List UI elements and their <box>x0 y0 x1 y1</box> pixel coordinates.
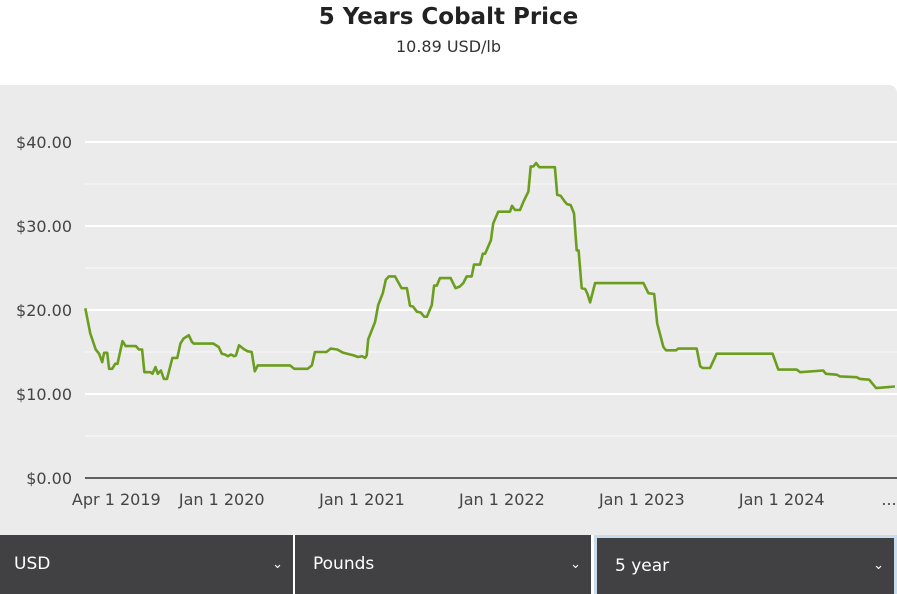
x-tick-label: Jan 1 2020 <box>178 490 265 509</box>
x-axis-ticks: Apr 1 2019 Jan 1 2020 Jan 1 2021 Jan 1 2022… <box>72 490 897 509</box>
x-tick-label: Jan 1 2024 <box>738 490 825 509</box>
current-price: 10.89 USD/lb <box>395 37 502 56</box>
y-tick-label: $40.00 <box>16 133 72 152</box>
period-value: 5 year <box>615 556 670 576</box>
chart-title: 5 Years Cobalt Price <box>318 4 579 30</box>
price-chart: $0.00 $10.00 $20.00 $30.00 $40.00 Apr 1 2019… <box>16 133 897 509</box>
x-tick-label: Jan 1 2021 <box>318 490 405 509</box>
chevron-down-icon: ⌄ <box>570 557 581 572</box>
y-tick-label: $20.00 <box>16 301 72 320</box>
y-tick-label: $30.00 <box>16 217 72 236</box>
chevron-down-icon: ⌄ <box>272 557 283 572</box>
y-tick-label: $0.00 <box>26 469 72 488</box>
x-tick-label: Jan 1 2023 <box>598 490 685 509</box>
unit-select[interactable]: Pounds ⌄ <box>295 535 591 594</box>
price-line <box>84 161 896 390</box>
x-tick-label: ... <box>881 490 896 509</box>
period-select[interactable]: 5 year ⌄ <box>594 535 897 594</box>
gridlines <box>85 141 897 437</box>
y-tick-label: $10.00 <box>16 385 72 404</box>
currency-select[interactable]: USD ⌄ <box>0 535 293 594</box>
x-tick-label: Jan 1 2022 <box>458 490 545 509</box>
y-axis-ticks: $0.00 $10.00 $20.00 $30.00 $40.00 <box>16 133 72 488</box>
chevron-down-icon: ⌄ <box>873 558 884 573</box>
x-tick-label: Apr 1 2019 <box>72 490 161 509</box>
currency-value: USD <box>14 554 51 574</box>
unit-value: Pounds <box>313 554 375 574</box>
